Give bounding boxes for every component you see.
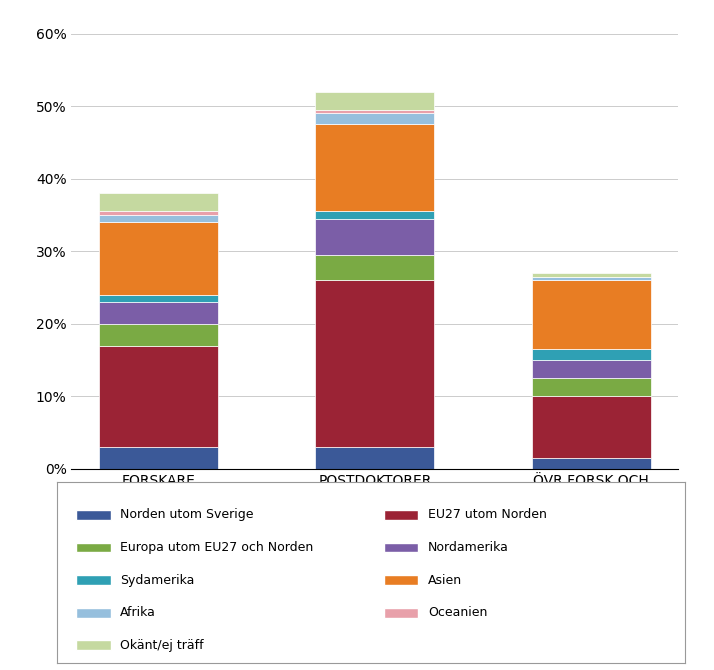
Text: Norden utom Sverige: Norden utom Sverige (120, 509, 253, 521)
Bar (99, 193, 218, 211)
FancyBboxPatch shape (76, 543, 111, 553)
Bar (316, 211, 434, 218)
Bar (316, 110, 434, 113)
Bar (99, 222, 218, 295)
Bar (99, 215, 218, 222)
Bar (316, 92, 434, 110)
Text: Okänt/ej träff: Okänt/ej träff (120, 639, 203, 652)
Bar (532, 280, 650, 349)
Text: Nordamerika: Nordamerika (428, 541, 508, 554)
Bar (532, 458, 650, 469)
Bar (532, 349, 650, 360)
Bar (99, 302, 218, 324)
FancyBboxPatch shape (384, 608, 418, 618)
FancyBboxPatch shape (76, 608, 111, 618)
Bar (532, 397, 650, 458)
Text: Asien: Asien (428, 574, 462, 587)
Text: Sydamerika: Sydamerika (120, 574, 194, 587)
FancyBboxPatch shape (76, 641, 111, 650)
Text: Europa utom EU27 och Norden: Europa utom EU27 och Norden (120, 541, 313, 554)
FancyBboxPatch shape (384, 575, 418, 585)
Bar (99, 295, 218, 302)
Text: Oceanien: Oceanien (428, 606, 487, 619)
Bar (316, 448, 434, 469)
Bar (532, 273, 650, 277)
Text: EU27 utom Norden: EU27 utom Norden (428, 509, 547, 521)
Bar (99, 211, 218, 215)
FancyBboxPatch shape (384, 510, 418, 520)
Bar (532, 379, 650, 397)
Bar (316, 255, 434, 280)
Bar (99, 346, 218, 448)
Bar (316, 124, 434, 211)
FancyBboxPatch shape (76, 575, 111, 585)
FancyBboxPatch shape (384, 543, 418, 553)
Bar (99, 448, 218, 469)
Bar (316, 218, 434, 255)
FancyBboxPatch shape (76, 510, 111, 520)
Bar (99, 324, 218, 346)
Bar (316, 113, 434, 124)
Bar (532, 360, 650, 379)
Text: Afrika: Afrika (120, 606, 156, 619)
Bar (532, 277, 650, 280)
Bar (316, 280, 434, 448)
